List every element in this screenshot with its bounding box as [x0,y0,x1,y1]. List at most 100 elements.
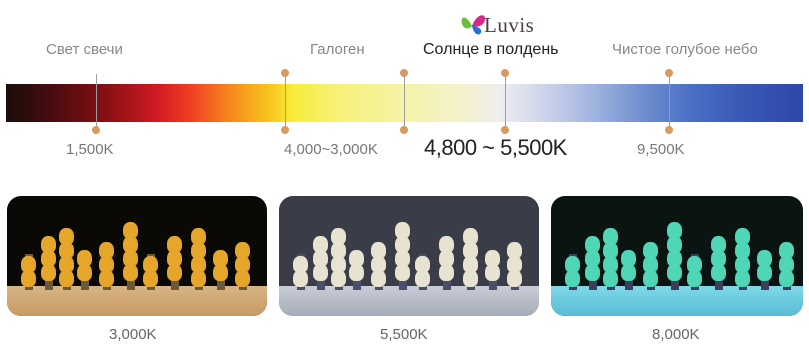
shade-tooth [395,236,410,253]
shade-tooth [191,270,206,287]
caption-8000k: 8,000K [652,326,700,343]
shade-tooth [167,264,182,281]
shade-tooth [439,250,454,267]
shade-tooth [463,228,478,245]
shade-tooth [779,242,794,259]
shade-tooth [603,256,618,273]
shade-tooth [621,250,636,267]
label-4000-3000k: 4,000~3,000K [284,141,378,158]
shade-tooth [77,250,92,267]
shade-tooth [213,264,228,281]
shade-tooth [735,242,750,259]
shade-tooth [143,270,158,287]
shade-guide-photo-8000k [551,196,803,316]
shade-tooth [395,222,410,239]
shade-tooth [59,256,74,273]
shade-tooth [565,256,580,273]
marker-dot-noon-top [501,69,509,77]
shade-tooth [643,270,658,287]
caption-3000k: 3,000K [109,326,157,343]
shade-tooth [735,270,750,287]
tick-9500 [669,76,670,128]
shade-tooth [585,264,600,281]
shade-tooth [565,270,580,287]
label-halogen: Галоген [310,41,365,58]
shade-tooth [235,242,250,259]
caption-5500k: 5,500K [380,326,428,343]
shade-tooth [463,242,478,259]
shade-tooth [667,264,682,281]
tick-4000 [285,76,286,128]
shade-tooth [711,264,726,281]
logo-text: Luvis [484,13,535,37]
shade-tooth [463,270,478,287]
shade-tooth [123,236,138,253]
shade-tooth [213,250,228,267]
shade-tooth [711,236,726,253]
shade-tooth [439,236,454,253]
shade-tooth [507,270,522,287]
label-candle-light: Свет свечи [46,41,123,58]
shade-tooth [757,264,772,281]
shade-tooth [123,222,138,239]
marker-dot-5500 [501,126,509,134]
label-1500k: 1,500K [66,141,114,158]
label-4800-5500k: 4,800 ~ 5,500K [424,135,567,160]
shade-tooth [415,256,430,273]
shade-tooth [667,236,682,253]
shade-tooth [331,242,346,259]
shade-tooth [313,236,328,253]
shade-tooth [439,264,454,281]
marker-dot-9500 [665,126,673,134]
shade-tooth [21,270,36,287]
shade-tooth [313,250,328,267]
tray [7,286,267,316]
shade-tooth [687,256,702,273]
shade-tooth [331,228,346,245]
label-noon-sun: Солнце в полдень [423,41,559,58]
shade-tooth [507,242,522,259]
label-blue-sky: Чистое голубое небо [612,41,758,58]
butterfly-icon [461,15,486,35]
shade-tooth [603,242,618,259]
shade-tooth [415,270,430,287]
shade-tooth [77,264,92,281]
shade-tooth [99,242,114,259]
shade-tooth [585,236,600,253]
shade-tooth [779,270,794,287]
shade-tooth [235,256,250,273]
shade-tooth [313,264,328,281]
marker-dot-1500 [92,126,100,134]
shade-tooth [667,222,682,239]
tray [279,286,539,316]
marker-dot-3000 [400,126,408,134]
shade-tooth [235,270,250,287]
shade-tooth [757,250,772,267]
shade-tooth [371,270,386,287]
shade-tooth [167,250,182,267]
shade-tooth [603,270,618,287]
label-9500k: 9,500K [637,141,685,158]
shade-tooth [59,270,74,287]
shade-tooth [485,264,500,281]
shade-tooth [99,256,114,273]
tick-1500 [96,74,97,128]
shade-tooth [143,256,158,273]
shade-tooth [621,264,636,281]
shade-tooth [711,250,726,267]
shade-tooth [331,270,346,287]
shade-tooth [41,250,56,267]
shade-tooth [735,256,750,273]
shade-tooth [191,256,206,273]
shade-tooth [349,264,364,281]
shade-tooth [643,256,658,273]
tick-3000 [404,76,405,128]
shade-tooth [191,242,206,259]
shade-tooth [59,242,74,259]
tick-5500 [505,76,506,128]
marker-dot-halogen2-top [400,69,408,77]
shade-tooth [59,228,74,245]
shade-tooth [687,270,702,287]
tray [551,286,803,316]
shade-tooth [349,250,364,267]
